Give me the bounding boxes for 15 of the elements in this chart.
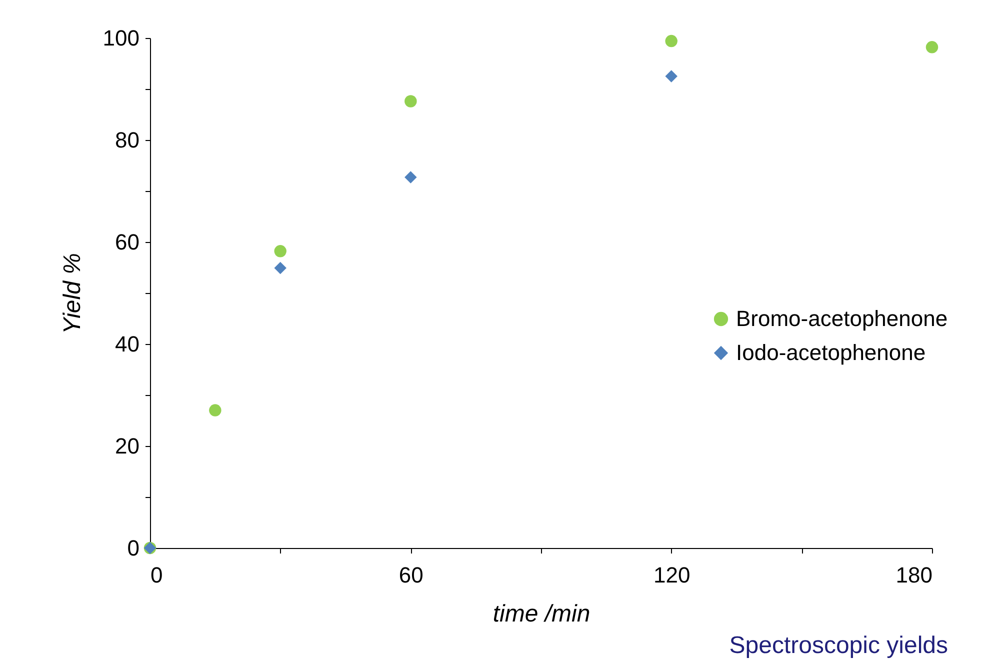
y-tick-label: 100 [102,26,140,50]
x-tick-label: 0 [150,562,163,588]
y-tick-label: 80 [115,128,140,152]
legend-label: Iodo-acetophenone [736,340,926,365]
x-tick-label: 120 [653,562,690,588]
y-tick-label: 40 [115,332,140,356]
x-axis-title: time /min [492,600,590,628]
x-tick-label: 180 [896,562,932,588]
y-tick-label: 60 [115,230,140,254]
legend-label: Bromo-acetophenone [736,306,948,331]
y-tick-label: 0 [127,536,140,560]
y-tick-label: 20 [115,434,140,458]
y-axis-title: Yield % [58,253,86,334]
x-tick-label: 60 [398,562,424,588]
text: Spectroscopic yields [729,632,948,659]
